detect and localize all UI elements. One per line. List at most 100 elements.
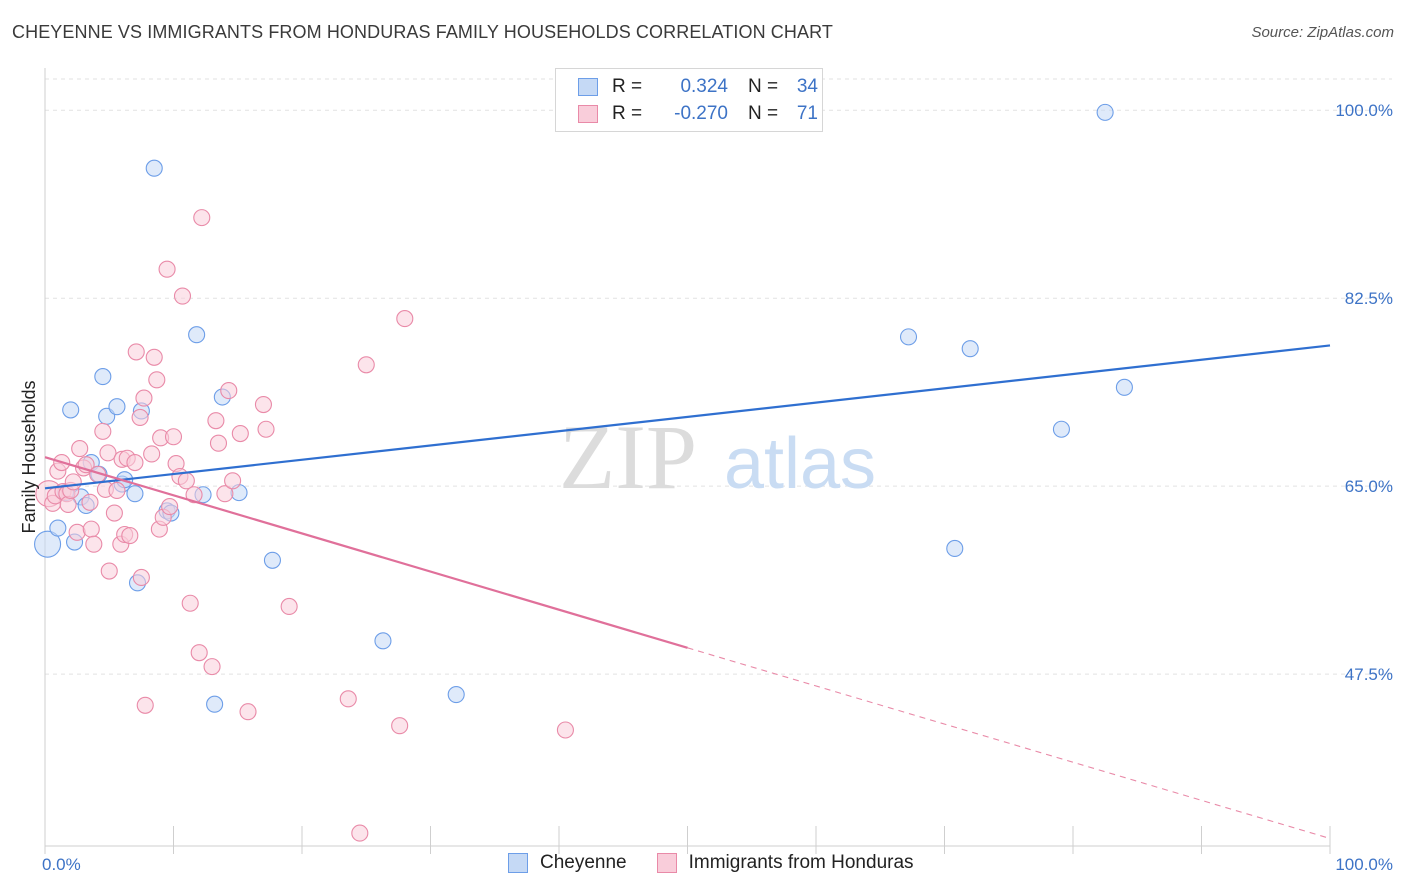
cheyenne-point xyxy=(946,539,964,558)
y-tick-label: 100.0% xyxy=(1335,101,1393,120)
honduras-point xyxy=(185,486,203,504)
cheyenne-point xyxy=(1096,103,1114,121)
honduras-point xyxy=(59,495,77,513)
honduras-point xyxy=(280,597,298,616)
honduras-point xyxy=(148,371,166,389)
honduras-point xyxy=(64,473,82,491)
legend-n-label: N = xyxy=(748,103,779,124)
honduras-point xyxy=(143,445,161,463)
chart-title: CHEYENNE VS IMMIGRANTS FROM HONDURAS FAM… xyxy=(12,22,833,42)
honduras-point xyxy=(81,493,99,511)
honduras-point xyxy=(257,420,275,438)
cheyenne-point xyxy=(206,695,224,713)
honduras-point xyxy=(177,472,195,490)
legend-r-label: R = xyxy=(612,103,643,124)
honduras-point xyxy=(108,481,126,500)
honduras-trend-line-extension xyxy=(687,647,1331,840)
cheyenne-point xyxy=(1115,378,1133,396)
legend-row-cheyenne: R = 0.324 N = 34 xyxy=(578,74,818,100)
series-legend-cheyenne: Cheyenne xyxy=(508,852,627,874)
trend-lines xyxy=(44,344,1331,840)
legend-n-value: 34 xyxy=(796,76,818,97)
honduras-point xyxy=(68,523,86,541)
legend-swatch-cheyenne xyxy=(578,78,598,96)
source-label: Source: ZipAtlas.com xyxy=(1251,24,1394,41)
honduras-point xyxy=(164,428,183,446)
honduras-point xyxy=(82,520,100,538)
honduras-point xyxy=(556,721,574,739)
honduras-point xyxy=(94,422,112,440)
honduras-point xyxy=(145,348,163,366)
honduras-point xyxy=(207,412,225,430)
honduras-point xyxy=(357,356,375,374)
cheyenne-point xyxy=(1052,420,1070,438)
honduras-point xyxy=(85,535,103,553)
honduras-point xyxy=(136,696,154,714)
series-legend-honduras: Immigrants from Honduras xyxy=(656,852,914,874)
honduras-point xyxy=(99,444,117,462)
watermark-zip: ZIP xyxy=(559,406,697,508)
honduras-point xyxy=(224,472,242,490)
honduras-trend-line xyxy=(44,456,688,649)
honduras-point xyxy=(135,389,153,407)
honduras-point xyxy=(181,594,199,612)
correlation-legend: R = 0.324 N = 34 R = -0.270 N = 71 xyxy=(555,68,823,132)
series-legend-swatch-cheyenne xyxy=(508,853,528,873)
series-legend-label: Immigrants from Honduras xyxy=(688,852,914,873)
honduras-point xyxy=(105,504,123,522)
honduras-point xyxy=(127,343,145,361)
cheyenne-point xyxy=(94,368,112,386)
honduras-point xyxy=(121,527,139,545)
cheyenne-point xyxy=(899,328,918,346)
cheyenne-point xyxy=(374,632,392,650)
honduras-point xyxy=(351,824,369,842)
legend-r-value: -0.270 xyxy=(674,103,728,124)
x-tick-label-left: 0.0% xyxy=(42,855,81,874)
tick-labels: 100.0% 82.5% 65.0% 47.5% 0.0% 100.0% xyxy=(42,101,1393,874)
honduras-point xyxy=(126,453,144,472)
honduras-point xyxy=(158,260,176,278)
cheyenne-point xyxy=(126,485,144,503)
honduras-point xyxy=(239,703,257,721)
watermark-atlas: atlas xyxy=(724,424,876,504)
honduras-point xyxy=(190,644,208,662)
honduras-point xyxy=(173,287,192,305)
legend-r-value: 0.324 xyxy=(680,76,728,97)
cheyenne-point xyxy=(447,685,465,704)
legend-row-honduras: R = -0.270 N = 71 xyxy=(578,101,818,127)
series-legend-swatch-honduras xyxy=(656,853,677,873)
cheyenne-point xyxy=(145,159,163,177)
honduras-point xyxy=(220,382,238,400)
cheyenne-point xyxy=(961,340,979,358)
y-tick-label: 65.0% xyxy=(1345,477,1393,496)
honduras-point xyxy=(339,690,357,708)
y-axis-label: Family Households xyxy=(19,380,39,533)
honduras-point xyxy=(216,485,234,503)
data-points xyxy=(34,103,1133,842)
honduras-point xyxy=(71,440,89,458)
honduras-point xyxy=(396,310,414,328)
cheyenne-trend-line xyxy=(44,344,1331,490)
y-tick-label: 47.5% xyxy=(1345,665,1393,684)
cheyenne-point xyxy=(62,401,80,419)
honduras-point xyxy=(100,562,118,580)
x-tick-label-right: 100.0% xyxy=(1335,855,1393,874)
honduras-point xyxy=(254,395,273,414)
honduras-point xyxy=(131,408,149,426)
y-tick-label: 82.5% xyxy=(1345,289,1393,308)
honduras-point xyxy=(231,424,249,443)
legend-swatch-honduras xyxy=(578,105,598,123)
legend-r-label: R = xyxy=(612,76,643,97)
honduras-point xyxy=(209,434,228,452)
watermark: ZIP atlas xyxy=(559,406,876,508)
honduras-point xyxy=(193,209,211,227)
honduras-point xyxy=(132,568,150,587)
cheyenne-point xyxy=(263,551,281,569)
series-legend: Cheyenne Immigrants from Honduras xyxy=(508,852,944,874)
cheyenne-point xyxy=(49,519,67,537)
cheyenne-point xyxy=(108,398,126,416)
series-legend-label: Cheyenne xyxy=(540,852,627,873)
honduras-point xyxy=(161,498,179,516)
legend-n-label: N = xyxy=(748,76,779,97)
